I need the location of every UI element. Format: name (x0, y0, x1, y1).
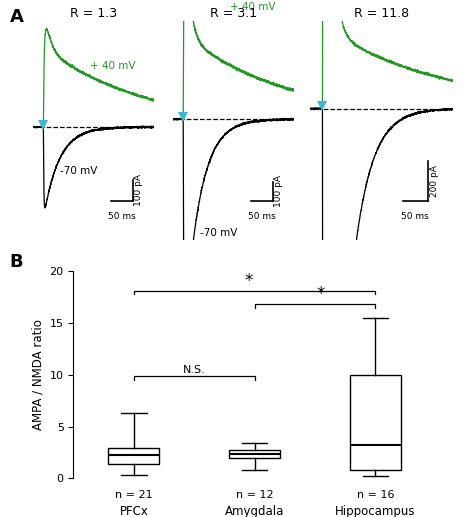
Text: n = 12: n = 12 (236, 490, 273, 499)
Text: -70 mV: -70 mV (60, 166, 98, 176)
Title: R = 3.1: R = 3.1 (210, 7, 257, 20)
Text: -70 mV: -70 mV (200, 228, 237, 238)
Text: 100 pA: 100 pA (274, 175, 283, 207)
Text: B: B (9, 253, 23, 271)
Text: 50 ms: 50 ms (401, 212, 429, 221)
Text: + 40 mV: + 40 mV (90, 60, 136, 71)
Y-axis label: AMPA / NMDA ratio: AMPA / NMDA ratio (31, 320, 44, 430)
Text: 50 ms: 50 ms (248, 212, 276, 221)
Text: *: * (317, 285, 325, 303)
Text: 50 ms: 50 ms (108, 212, 136, 221)
Text: Hippocampus: Hippocampus (335, 505, 416, 517)
Text: A: A (9, 8, 23, 26)
Text: n = 16: n = 16 (356, 490, 394, 499)
Text: + 40 mV: + 40 mV (230, 2, 275, 12)
Title: R = 11.8: R = 11.8 (354, 7, 409, 20)
Text: n = 21: n = 21 (115, 490, 153, 499)
Text: Amygdala: Amygdala (225, 505, 284, 517)
Text: 200 pA: 200 pA (429, 165, 438, 196)
PathPatch shape (109, 448, 159, 464)
Text: *: * (244, 272, 253, 290)
Title: R = 1.3: R = 1.3 (70, 7, 117, 20)
Text: PFCx: PFCx (119, 505, 148, 517)
PathPatch shape (229, 450, 280, 458)
Text: N.S.: N.S. (183, 365, 206, 375)
Text: 100 pA: 100 pA (135, 174, 144, 206)
PathPatch shape (350, 375, 401, 470)
